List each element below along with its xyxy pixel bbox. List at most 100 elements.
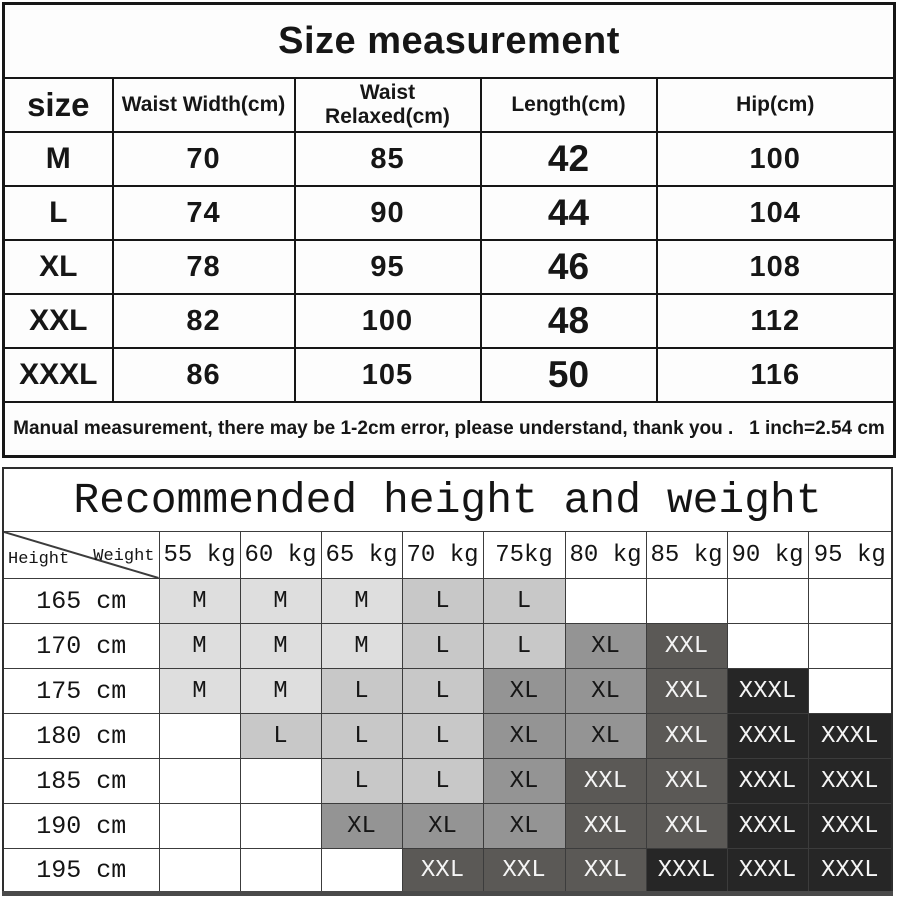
fit-cell: XXL bbox=[645, 758, 728, 804]
fit-cell bbox=[158, 803, 241, 849]
hip-value: 112 bbox=[655, 293, 896, 349]
length-value: 46 bbox=[479, 239, 658, 295]
hip-value: 100 bbox=[655, 131, 896, 187]
waist-relaxed-value: 90 bbox=[293, 185, 482, 241]
fit-row-185: 185 cm L L XL XXL XXL XXXL XXXL bbox=[2, 758, 893, 804]
size-measurement-table: Size measurement size Waist Width(cm) Wa… bbox=[2, 2, 896, 458]
weight-header-55: 55 kg bbox=[158, 531, 241, 579]
height-label: 195 cm bbox=[2, 848, 160, 894]
fit-cell: XXXL bbox=[726, 848, 809, 894]
fit-cell: L bbox=[401, 668, 484, 714]
measurement-note-row: Manual measurement, there may be 1-2cm e… bbox=[2, 401, 896, 458]
size-label: XXXL bbox=[2, 347, 114, 403]
diagonal-divider-line bbox=[4, 532, 159, 578]
fit-cell: XXL bbox=[564, 848, 647, 894]
fit-table-title-row: Recommended height and weight bbox=[2, 467, 893, 532]
size-label: L bbox=[2, 185, 114, 241]
fit-cell bbox=[726, 623, 809, 669]
fit-table-title: Recommended height and weight bbox=[2, 467, 893, 532]
fit-cell bbox=[807, 623, 893, 669]
fit-cell: XXXL bbox=[645, 848, 728, 894]
fit-cell: XXL bbox=[482, 848, 566, 894]
size-row-xxl: XXL 82 100 48 112 bbox=[2, 293, 896, 349]
fit-cell: L bbox=[401, 578, 484, 624]
fit-cell bbox=[320, 848, 403, 894]
length-value: 48 bbox=[479, 293, 658, 349]
height-label: 170 cm bbox=[2, 623, 160, 669]
waist-relaxed-value: 95 bbox=[293, 239, 482, 295]
fit-cell: M bbox=[239, 623, 322, 669]
size-row-xxxl: XXXL 86 105 50 116 bbox=[2, 347, 896, 403]
fit-cell: M bbox=[239, 578, 322, 624]
fit-cell: XL bbox=[564, 713, 647, 759]
fit-cell bbox=[239, 848, 322, 894]
hip-value: 108 bbox=[655, 239, 896, 295]
fit-cell: L bbox=[482, 623, 566, 669]
fit-cell: L bbox=[320, 668, 403, 714]
weight-header-80: 80 kg bbox=[564, 531, 647, 579]
weight-header-85: 85 kg bbox=[645, 531, 728, 579]
height-label: 175 cm bbox=[2, 668, 160, 714]
column-header-size: size bbox=[2, 77, 114, 133]
fit-cell: XL bbox=[320, 803, 403, 849]
height-label: 165 cm bbox=[2, 578, 160, 624]
fit-row-165: 165 cm M M M L L bbox=[2, 578, 893, 624]
fit-cell: XXL bbox=[401, 848, 484, 894]
fit-cell: M bbox=[320, 623, 403, 669]
fit-cell: XL bbox=[401, 803, 484, 849]
fit-cell: XL bbox=[564, 668, 647, 714]
fit-cell: XXXL bbox=[726, 668, 809, 714]
waist-relaxed-value: 85 bbox=[293, 131, 482, 187]
fit-row-180: 180 cm L L L XL XL XXL XXXL XXXL bbox=[2, 713, 893, 759]
fit-row-190: 190 cm XL XL XL XXL XXL XXXL XXXL bbox=[2, 803, 893, 849]
fit-cell bbox=[239, 803, 322, 849]
waist-width-value: 82 bbox=[111, 293, 296, 349]
fit-cell: XXL bbox=[645, 668, 728, 714]
weight-header-75: 75kg bbox=[482, 531, 566, 579]
fit-cell: L bbox=[239, 713, 322, 759]
fit-cell: XL bbox=[482, 668, 566, 714]
fit-cell: XXL bbox=[645, 713, 728, 759]
fit-cell: M bbox=[320, 578, 403, 624]
hip-value: 104 bbox=[655, 185, 896, 241]
fit-cell bbox=[239, 758, 322, 804]
length-value: 44 bbox=[479, 185, 658, 241]
recommended-height-weight-table: Recommended height and weight Height Wei… bbox=[2, 467, 893, 896]
fit-cell: XXL bbox=[645, 803, 728, 849]
fit-cell bbox=[158, 848, 241, 894]
fit-cell: XXXL bbox=[807, 803, 893, 849]
waist-width-value: 78 bbox=[111, 239, 296, 295]
height-label: 185 cm bbox=[2, 758, 160, 804]
column-header-waist-width: Waist Width(cm) bbox=[111, 77, 296, 133]
fit-cell: XL bbox=[482, 758, 566, 804]
fit-cell: L bbox=[320, 758, 403, 804]
measurement-note: Manual measurement, there may be 1-2cm e… bbox=[2, 401, 896, 458]
fit-cell: XL bbox=[482, 803, 566, 849]
length-value: 42 bbox=[479, 131, 658, 187]
waist-width-value: 70 bbox=[111, 131, 296, 187]
fit-cell: XL bbox=[564, 623, 647, 669]
weight-header-60: 60 kg bbox=[239, 531, 322, 579]
fit-row-175: 175 cm M M L L XL XL XXL XXXL bbox=[2, 668, 893, 714]
fit-cell: L bbox=[482, 578, 566, 624]
fit-cell: L bbox=[401, 758, 484, 804]
fit-cell: L bbox=[401, 623, 484, 669]
weight-header-90: 90 kg bbox=[726, 531, 809, 579]
fit-cell bbox=[726, 578, 809, 624]
fit-cell: XXXL bbox=[807, 848, 893, 894]
fit-cell bbox=[564, 578, 647, 624]
height-axis-label: Height bbox=[8, 549, 70, 569]
fit-cell bbox=[158, 758, 241, 804]
size-table-header-row: size Waist Width(cm) Waist Relaxed(cm) L… bbox=[2, 77, 896, 133]
weight-axis-label: Weight bbox=[93, 546, 155, 566]
fit-cell: M bbox=[158, 668, 241, 714]
fit-cell: M bbox=[158, 578, 241, 624]
fit-cell: XXL bbox=[645, 623, 728, 669]
column-header-length: Length(cm) bbox=[479, 77, 658, 133]
fit-cell: M bbox=[239, 668, 322, 714]
fit-cell: XXXL bbox=[807, 713, 893, 759]
fit-table-header-row: Height Weight 55 kg 60 kg 65 kg 70 kg 75… bbox=[2, 531, 893, 579]
size-row-m: M 70 85 42 100 bbox=[2, 131, 896, 187]
weight-header-65: 65 kg bbox=[320, 531, 403, 579]
size-label: XXL bbox=[2, 293, 114, 349]
